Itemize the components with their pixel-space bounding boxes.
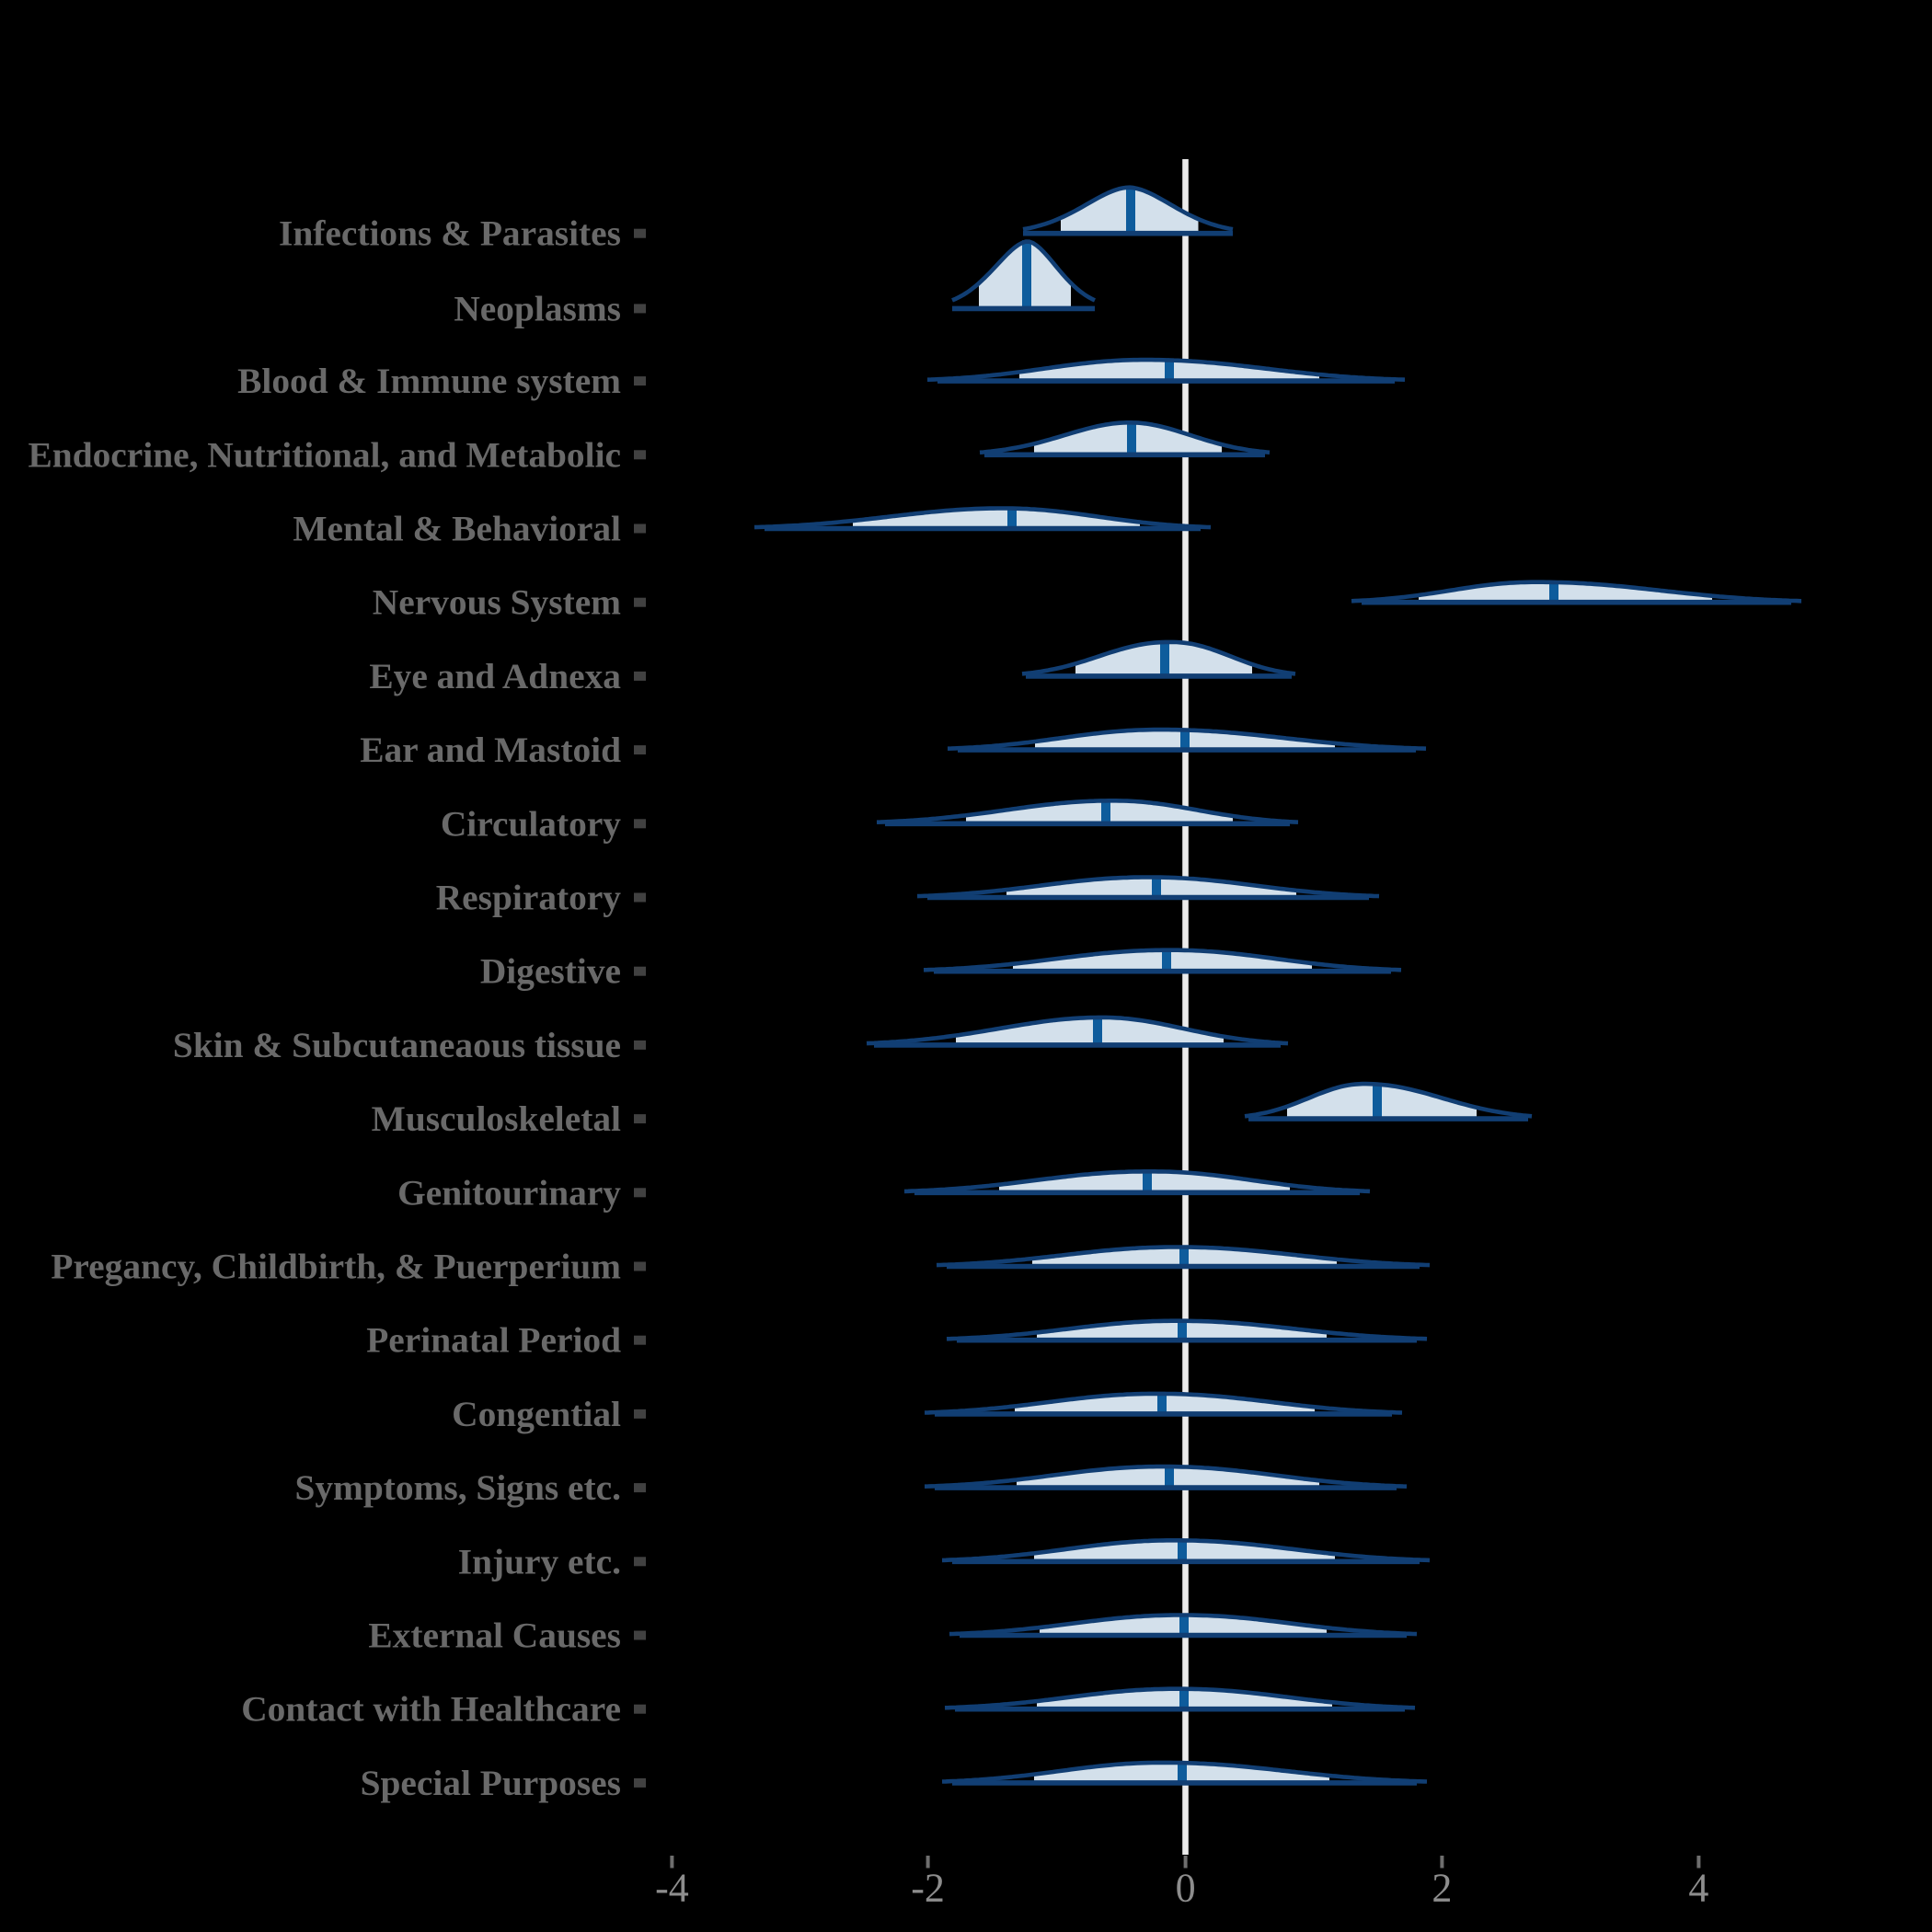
svg-text:Contact with Healthcare: Contact with Healthcare	[241, 1689, 621, 1730]
svg-text:Pregancy, Childbirth, & Puerpe: Pregancy, Childbirth, & Puerperium	[51, 1247, 621, 1287]
svg-text:Ear and Mastoid: Ear and Mastoid	[360, 730, 621, 770]
svg-text:External Causes: External Causes	[368, 1616, 621, 1656]
svg-text:Special Purposes: Special Purposes	[361, 1763, 621, 1803]
svg-text:Nervous System: Nervous System	[373, 582, 621, 623]
svg-text:Injury etc.: Injury etc.	[458, 1541, 621, 1581]
svg-text:0: 0	[1176, 1866, 1196, 1911]
svg-text:Perinatal Period: Perinatal Period	[366, 1320, 621, 1361]
svg-text:Genitourinary: Genitourinary	[397, 1172, 621, 1213]
svg-text:Skin & Subcutaneaous tissue: Skin & Subcutaneaous tissue	[173, 1025, 621, 1065]
svg-text:-2: -2	[911, 1866, 945, 1911]
svg-text:Circulatory: Circulatory	[441, 803, 621, 844]
svg-text:4: 4	[1688, 1866, 1708, 1911]
svg-text:-4: -4	[655, 1866, 689, 1911]
svg-text:Digestive: Digestive	[480, 951, 621, 992]
svg-text:Symptoms, Signs etc.: Symptoms, Signs etc.	[294, 1467, 621, 1508]
svg-text:Endocrine, Nutritional, and Me: Endocrine, Nutritional, and Metabolic	[29, 434, 621, 475]
svg-text:Blood & Immune system: Blood & Immune system	[237, 361, 621, 401]
svg-text:2: 2	[1432, 1866, 1452, 1911]
svg-text:Respiratory: Respiratory	[436, 878, 622, 918]
svg-text:Infections & Parasites: Infections & Parasites	[279, 213, 621, 254]
svg-text:Musculoskeletal: Musculoskeletal	[372, 1098, 621, 1139]
svg-text:Eye and Adnexa: Eye and Adnexa	[369, 656, 621, 696]
svg-text:Congential: Congential	[452, 1394, 621, 1434]
svg-text:Neoplasms: Neoplasms	[454, 288, 621, 328]
svg-text:Mental & Behavioral: Mental & Behavioral	[293, 509, 621, 549]
